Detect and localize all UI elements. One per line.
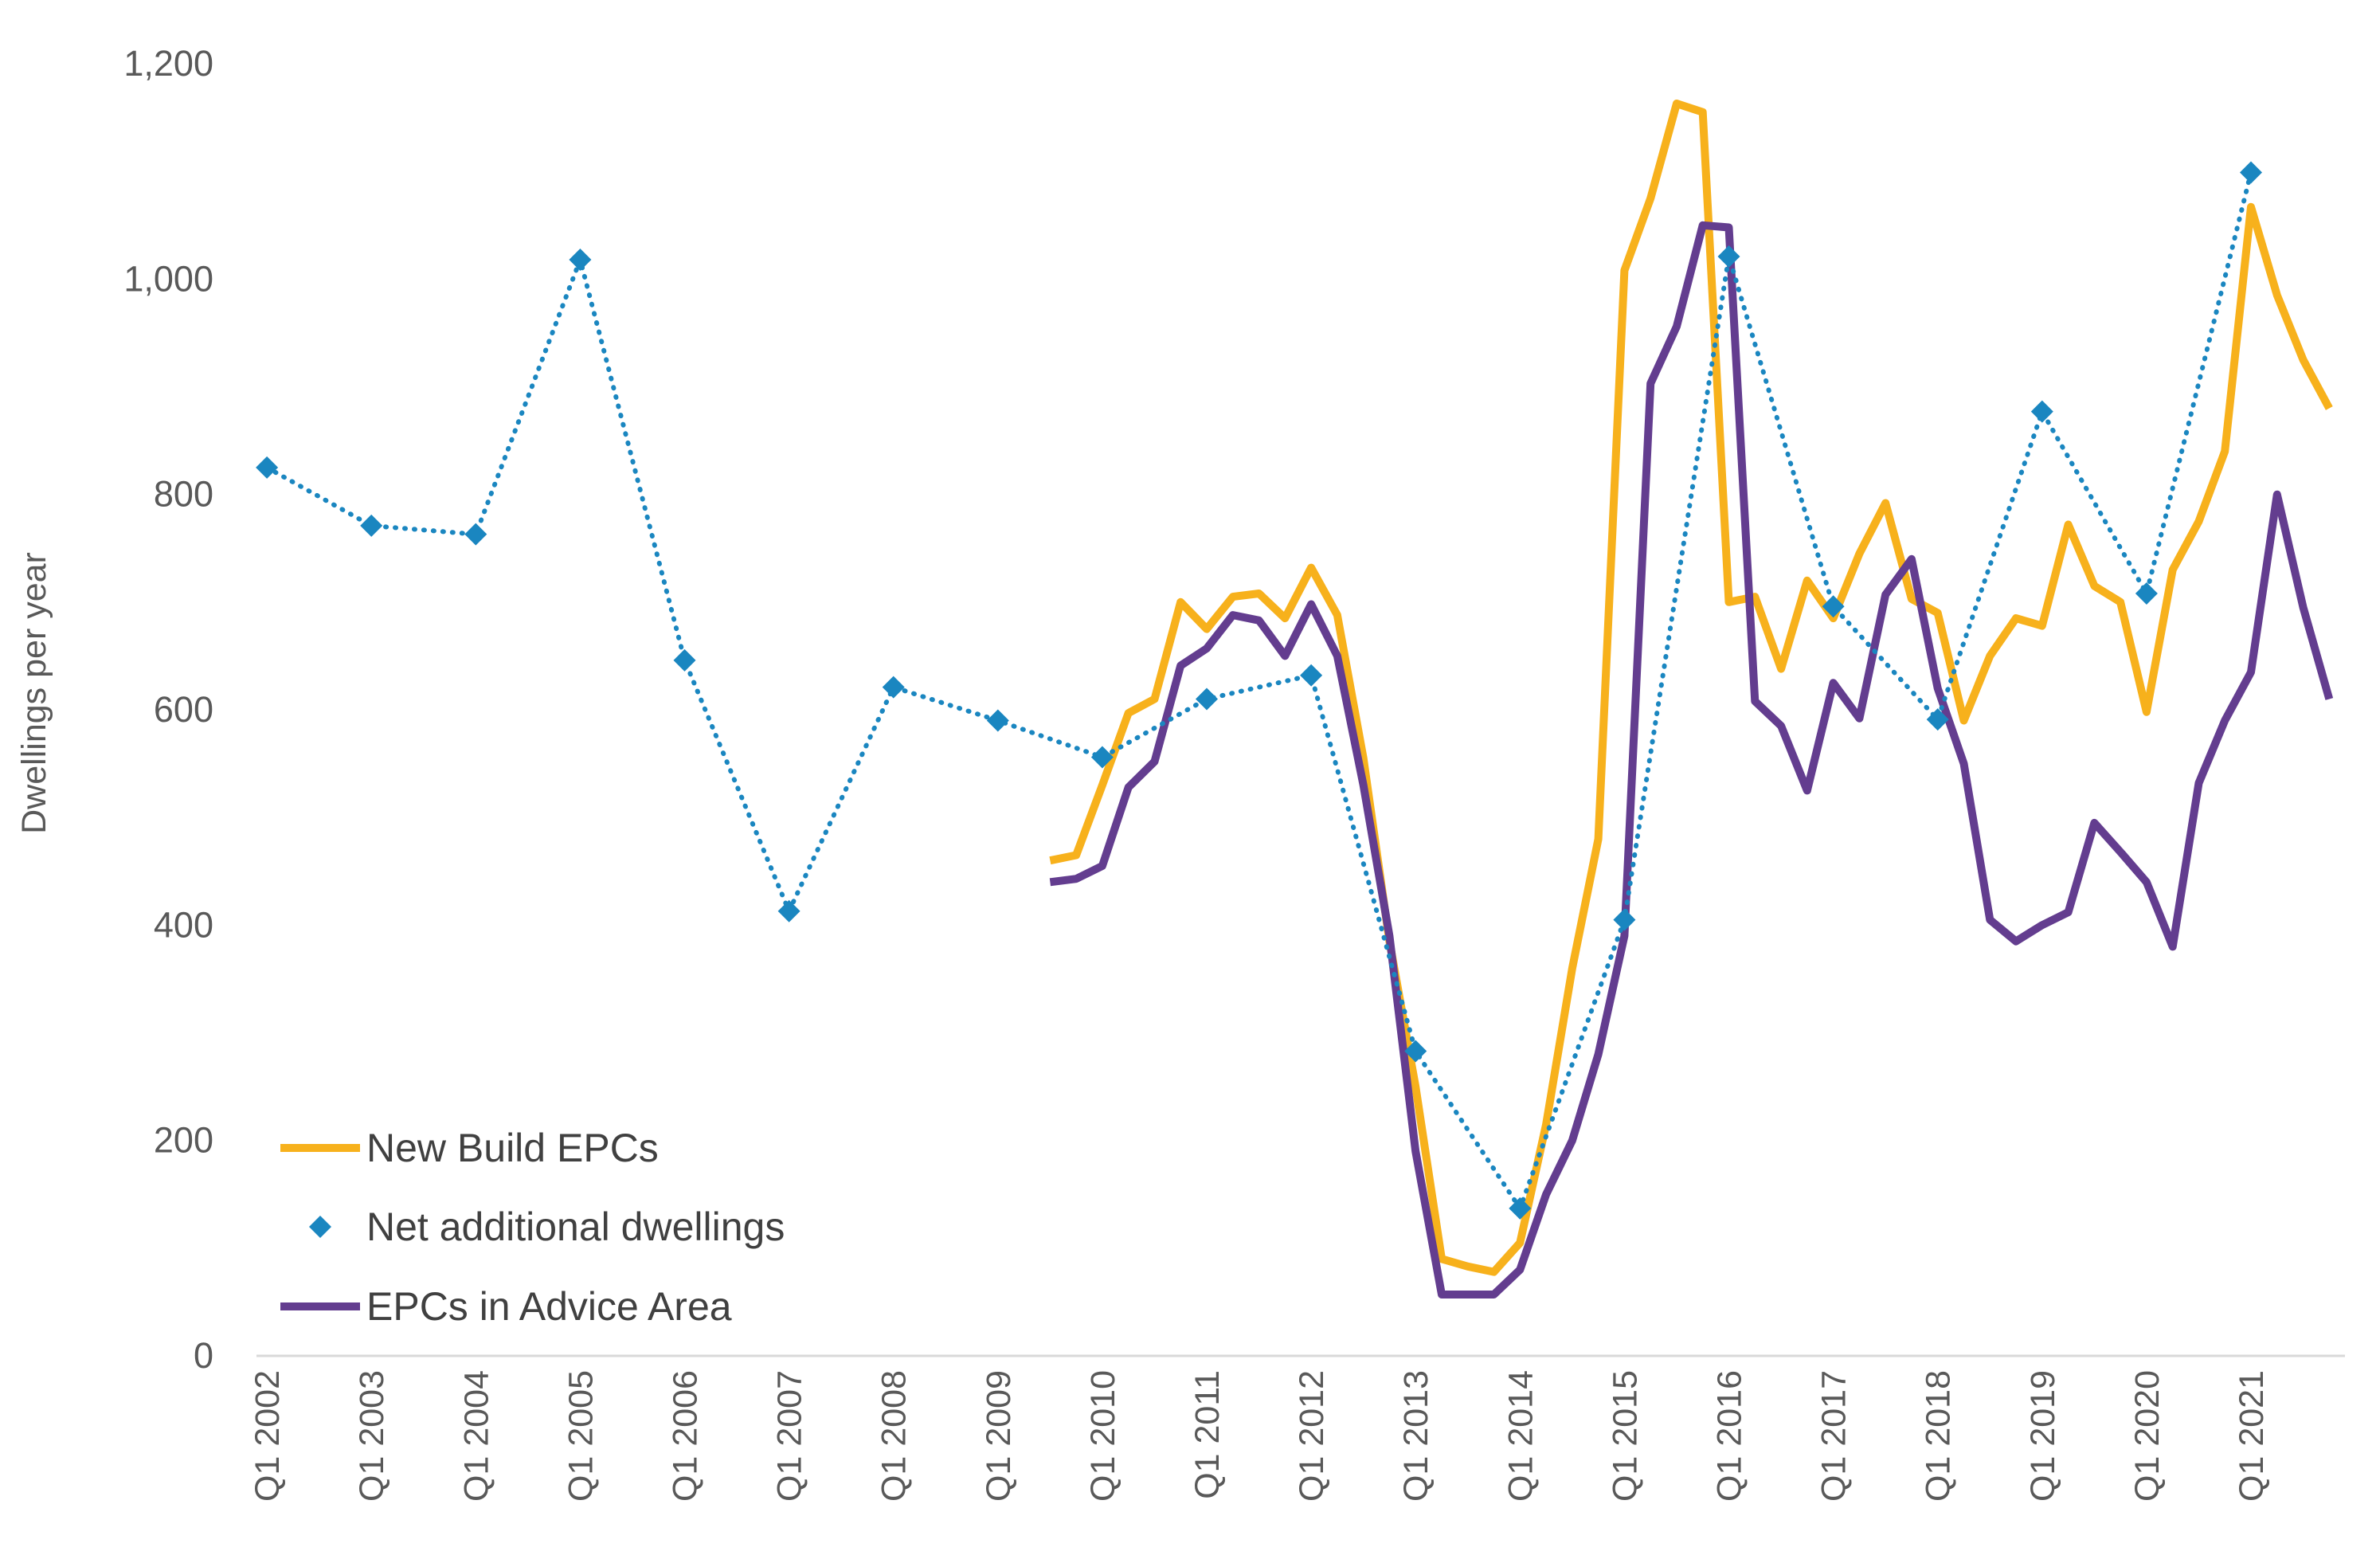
data-point-marker <box>1613 908 1636 931</box>
series-epcs-in-advice-area <box>1049 221 2334 1299</box>
x-tick-label: Q1 2013 <box>1397 1370 1435 1502</box>
x-tick-label: Q1 2021 <box>2233 1370 2271 1502</box>
x-axis: Q1 2002 Q1 2003 Q1 2004 Q1 2005 Q1 2006 Q1 20… <box>249 1354 2345 1502</box>
data-point-marker <box>2030 400 2053 423</box>
data-point-marker <box>777 899 801 922</box>
data-point-marker <box>1404 1040 1427 1063</box>
x-tick-label: Q1 2007 <box>771 1370 809 1502</box>
y-tick-label: 400 <box>154 904 213 945</box>
data-point-marker <box>1090 746 1114 769</box>
data-point-marker <box>2135 582 2158 605</box>
x-tick-label: Q1 2020 <box>2128 1370 2167 1502</box>
series-net-additional-dwellings <box>256 161 2263 1220</box>
data-point-marker <box>1822 595 1845 618</box>
x-tick-label: Q1 2011 <box>1188 1370 1227 1499</box>
data-point-marker <box>1196 687 1219 711</box>
y-tick-label: 0 <box>194 1335 213 1376</box>
x-tick-label: Q1 2010 <box>1084 1370 1122 1502</box>
x-tick-label: Q1 2005 <box>562 1370 600 1502</box>
legend-label: Net additional dwellings <box>366 1205 785 1249</box>
x-tick-label: Q1 2009 <box>980 1370 1018 1502</box>
legend-item: New Build EPCs <box>280 1126 659 1170</box>
data-point-marker <box>464 523 487 546</box>
x-tick-label: Q1 2006 <box>667 1370 705 1502</box>
y-tick-label: 200 <box>154 1120 213 1161</box>
series-new-build-epcs <box>1049 100 2333 1276</box>
legend-label: New Build EPCs <box>366 1126 659 1170</box>
data-point-marker <box>1300 664 1323 687</box>
data-point-marker <box>1926 708 1949 731</box>
x-tick-label: Q1 2002 <box>249 1370 287 1502</box>
legend: New Build EPCs Net additional dwellings EP… <box>280 1126 785 1329</box>
y-axis-title: Dwellings per year <box>15 552 53 834</box>
series-layer <box>256 100 2334 1299</box>
y-axis: 0 200 400 600 800 1,000 1,200 <box>123 43 213 1376</box>
x-tick-label: Q1 2017 <box>1815 1370 1854 1502</box>
data-point-marker <box>673 648 696 672</box>
y-tick-label: 600 <box>154 689 213 730</box>
data-point-marker <box>882 676 905 699</box>
x-tick-label: Q1 2004 <box>457 1370 495 1502</box>
x-tick-label: Q1 2019 <box>2024 1370 2062 1502</box>
data-point-marker <box>1717 245 1740 268</box>
series-line <box>264 170 2253 1214</box>
legend-label: EPCs in Advice Area <box>366 1284 732 1329</box>
x-tick-label: Q1 2003 <box>353 1370 391 1502</box>
x-tick-label: Q1 2014 <box>1501 1370 1540 1502</box>
legend-item: EPCs in Advice Area <box>280 1284 732 1329</box>
x-tick-label: Q1 2018 <box>1920 1370 1958 1502</box>
x-tick-label: Q1 2012 <box>1293 1370 1331 1502</box>
y-tick-label: 800 <box>154 474 213 515</box>
x-tick-label: Q1 2016 <box>1711 1370 1749 1502</box>
data-point-marker <box>360 514 383 537</box>
x-tick-label: Q1 2015 <box>1606 1370 1644 1502</box>
data-point-marker <box>1509 1197 1532 1220</box>
data-point-marker <box>986 709 1009 732</box>
data-point-marker <box>569 249 592 272</box>
legend-swatch <box>309 1216 331 1238</box>
legend-item: Net additional dwellings <box>309 1205 785 1249</box>
data-point-marker <box>2240 161 2263 184</box>
y-tick-label: 1,000 <box>123 258 213 299</box>
series-line <box>1049 221 2334 1299</box>
data-point-marker <box>256 456 279 479</box>
x-tick-label: Q1 2008 <box>875 1370 914 1502</box>
series-line <box>1049 100 2333 1276</box>
y-tick-label: 1,200 <box>123 43 213 84</box>
